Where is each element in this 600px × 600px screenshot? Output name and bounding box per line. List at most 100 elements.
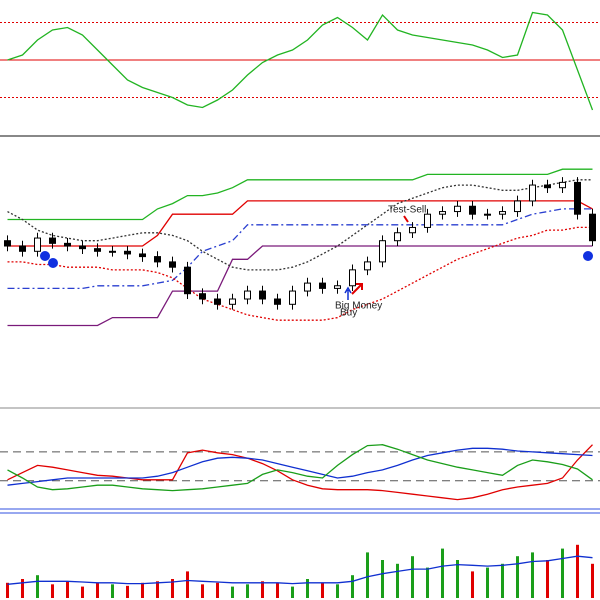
volume-bar bbox=[36, 575, 39, 598]
volume-average bbox=[7, 555, 593, 585]
volume-bar bbox=[261, 581, 264, 598]
candle-body bbox=[64, 242, 71, 247]
annotation: Big Money bbox=[335, 301, 382, 312]
annotation: Buy bbox=[340, 308, 357, 319]
volume-bar bbox=[306, 579, 309, 598]
band-line bbox=[7, 245, 593, 327]
candle-body bbox=[469, 205, 476, 215]
volume-bar bbox=[561, 548, 564, 598]
volume-bar bbox=[246, 584, 249, 598]
candle-body bbox=[109, 250, 116, 253]
signal-dot bbox=[583, 251, 593, 261]
volume-bar bbox=[411, 556, 414, 598]
candle-body bbox=[409, 226, 416, 234]
signal-dot bbox=[48, 258, 58, 268]
series-line bbox=[7, 11, 594, 111]
volume-bar bbox=[51, 584, 54, 598]
volume-bar bbox=[546, 560, 549, 598]
candle-body bbox=[574, 181, 581, 215]
volume-bar bbox=[81, 586, 84, 598]
volume-bar bbox=[216, 582, 219, 598]
volume-bar bbox=[96, 582, 99, 598]
volume-bar bbox=[171, 579, 174, 598]
volume-bar bbox=[591, 563, 594, 598]
volume-bar bbox=[486, 567, 489, 598]
candle-body bbox=[184, 266, 191, 295]
candle-body bbox=[439, 211, 446, 215]
candle-body bbox=[244, 290, 251, 300]
candle-body bbox=[4, 240, 11, 247]
volume-bar bbox=[456, 560, 459, 598]
volume-bar bbox=[396, 563, 399, 598]
arrow-icon bbox=[344, 286, 352, 300]
candle-body bbox=[34, 237, 41, 252]
candle-body bbox=[349, 269, 356, 287]
candle-body bbox=[214, 298, 221, 305]
candle-body bbox=[169, 261, 176, 268]
volume-bar bbox=[351, 575, 354, 598]
volume-bar bbox=[501, 563, 504, 598]
candle-body bbox=[274, 298, 281, 305]
band-line bbox=[7, 226, 593, 321]
volume-bar bbox=[291, 586, 294, 598]
candle-body bbox=[79, 245, 86, 250]
arrow-icon bbox=[403, 215, 409, 223]
volume-bar bbox=[186, 571, 189, 598]
volume-bar bbox=[111, 584, 114, 598]
volume-bar bbox=[66, 581, 69, 598]
volume-bar bbox=[441, 548, 444, 598]
candle-body bbox=[484, 213, 491, 216]
candle-body bbox=[319, 282, 326, 289]
series-line bbox=[7, 447, 593, 486]
candle-body bbox=[514, 200, 521, 213]
candle-body bbox=[94, 248, 101, 252]
volume-bar bbox=[336, 584, 339, 598]
series-line bbox=[7, 444, 593, 492]
annotation: Test-Sell bbox=[388, 205, 426, 216]
candle-body bbox=[394, 232, 401, 242]
candle-body bbox=[454, 205, 461, 213]
candle-body bbox=[364, 261, 371, 271]
volume-bar bbox=[531, 552, 534, 598]
candle-body bbox=[334, 285, 341, 289]
volume-bar bbox=[6, 582, 9, 598]
volume-bar bbox=[201, 584, 204, 598]
volume-bar bbox=[231, 586, 234, 598]
candle-body bbox=[199, 293, 206, 300]
volume-bar bbox=[276, 582, 279, 598]
volume-bar bbox=[156, 581, 159, 598]
band-line bbox=[7, 168, 593, 221]
candle-body bbox=[379, 240, 386, 263]
candle-body bbox=[589, 213, 596, 242]
candle-body bbox=[229, 298, 236, 305]
candle-body bbox=[289, 290, 296, 305]
candle-body bbox=[154, 256, 161, 263]
candle-body bbox=[559, 181, 566, 189]
candle-body bbox=[499, 211, 506, 215]
volume-bar bbox=[471, 571, 474, 598]
candle-body bbox=[124, 250, 131, 255]
series-line bbox=[7, 444, 593, 501]
candle-body bbox=[424, 213, 431, 228]
candle-body bbox=[529, 184, 536, 202]
volume-bar bbox=[141, 582, 144, 598]
arrow-icon bbox=[351, 283, 363, 295]
candle-body bbox=[49, 237, 56, 244]
volume-bar bbox=[126, 585, 129, 598]
volume-bar bbox=[426, 567, 429, 598]
candle-body bbox=[139, 253, 146, 258]
band-line bbox=[7, 179, 593, 271]
volume-bar bbox=[576, 544, 579, 598]
volume-bar bbox=[516, 556, 519, 598]
volume-bar bbox=[321, 582, 324, 598]
candle-body bbox=[19, 245, 26, 252]
volume-bar bbox=[366, 552, 369, 598]
volume-bar bbox=[381, 560, 384, 598]
candle-body bbox=[259, 290, 266, 300]
band-line bbox=[7, 200, 593, 247]
volume-bar bbox=[21, 579, 24, 598]
signal-dot bbox=[40, 251, 50, 261]
candle-body bbox=[304, 282, 311, 292]
